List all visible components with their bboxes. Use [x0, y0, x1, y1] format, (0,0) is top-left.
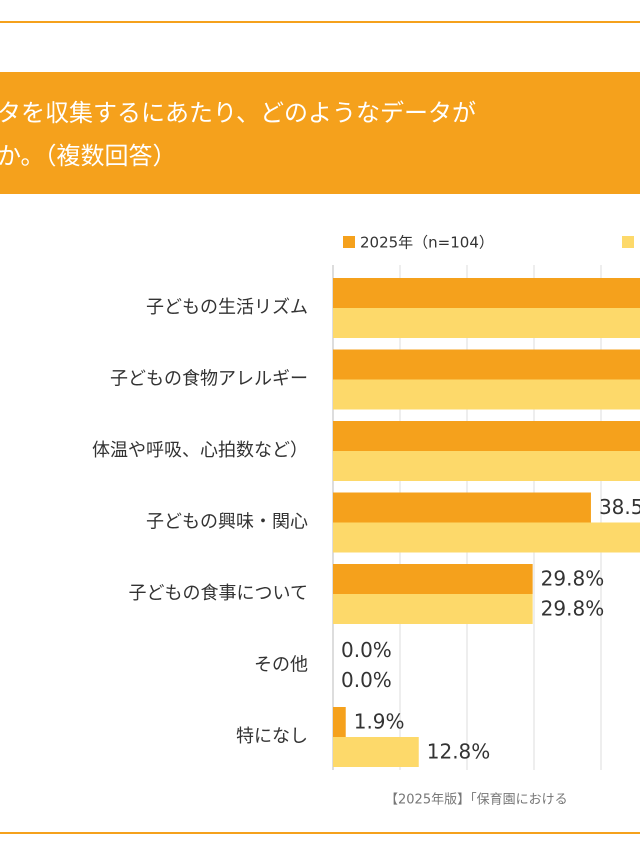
bar: [333, 451, 640, 481]
value-label: 29.8%: [541, 567, 605, 591]
title-banner: [0, 72, 640, 194]
chart-title: タを収集するにあたり、どのようなデータが: [0, 99, 476, 127]
bar: [333, 379, 640, 410]
value-label: 12.8%: [427, 740, 491, 764]
category-label: 子どもの食物アレルギー: [110, 369, 308, 390]
chart-title: か。（複数回答）: [0, 142, 177, 170]
bar: [333, 564, 533, 594]
bar: [333, 278, 640, 308]
value-label: 38.5%: [599, 495, 640, 519]
bar: [333, 737, 419, 767]
category-label: 子どもの生活リズム: [146, 297, 308, 318]
legend-swatch: [622, 236, 634, 248]
value-label: 0.0%: [341, 668, 392, 692]
bar: [333, 707, 346, 737]
legend-swatch: [343, 236, 355, 248]
bar: [333, 594, 533, 624]
bar: [333, 308, 640, 338]
bar: [333, 349, 640, 380]
value-label: 1.9%: [354, 710, 405, 734]
category-label: 子どもの興味・関心: [146, 512, 308, 533]
bar: [333, 492, 591, 523]
bar: [333, 522, 640, 553]
value-label: 0.0%: [341, 638, 392, 662]
category-label: 子どもの食事について: [129, 583, 308, 604]
legend-label: 2025年（n=104）: [360, 234, 494, 252]
bar: [333, 421, 640, 451]
value-label: 29.8%: [541, 597, 605, 621]
category-label: 特になし: [236, 726, 308, 747]
category-label: その他: [254, 655, 308, 676]
source: 【2025年版】「保育園における: [385, 792, 568, 808]
category-label: 体温や呼吸、心拍数など）: [92, 440, 308, 461]
